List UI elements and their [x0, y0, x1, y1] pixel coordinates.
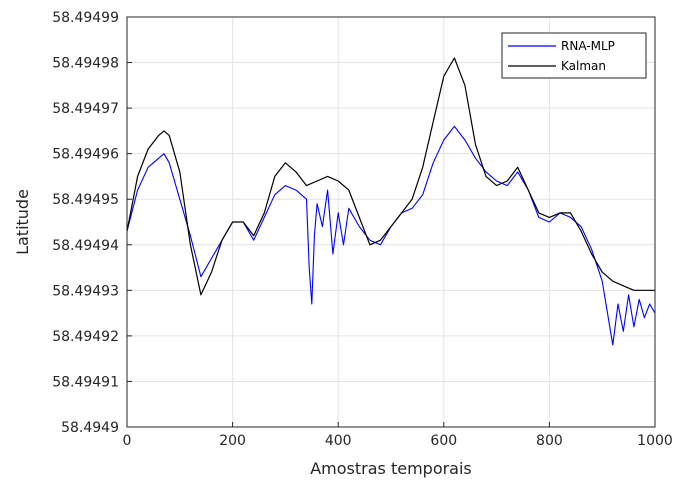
legend-box	[501, 32, 647, 79]
series-line-kalman	[126, 57, 655, 296]
plot-frame	[126, 16, 656, 428]
x-tick-label: 0	[123, 433, 132, 449]
y-tick-label: 58.49496	[52, 147, 119, 163]
y-tick-label: 58.49492	[52, 329, 119, 345]
y-tick-label: 58.4949	[61, 420, 119, 436]
y-tick-label: 58.49493	[52, 283, 119, 299]
y-axis-label: Latitude	[13, 189, 32, 255]
x-axis-label: Amostras temporais	[310, 459, 472, 478]
x-tick-label: 400	[325, 433, 352, 449]
y-tick-label: 58.49499	[52, 10, 119, 26]
legend-label: RNA-MLP	[561, 39, 615, 53]
legend-label: Kalman	[561, 59, 606, 73]
series-layer	[126, 57, 656, 346]
plot-area	[127, 17, 655, 427]
y-tick-label: 58.49491	[52, 374, 119, 390]
y-tick-label: 58.49498	[52, 56, 119, 72]
x-tick-label: 200	[219, 433, 246, 449]
legend: RNA-MLP Kalman	[501, 32, 647, 79]
x-tick-label: 1000	[637, 433, 673, 449]
y-tick-label: 58.49495	[52, 192, 119, 208]
axis-ticks: 0 200 400 600 800 1000 58.4949 58.49491 58.49492…	[52, 10, 673, 449]
x-tick-label: 600	[430, 433, 457, 449]
y-tick-label: 58.49494	[52, 238, 119, 254]
x-tick-label: 800	[536, 433, 563, 449]
y-tick-label: 58.49497	[52, 101, 119, 117]
